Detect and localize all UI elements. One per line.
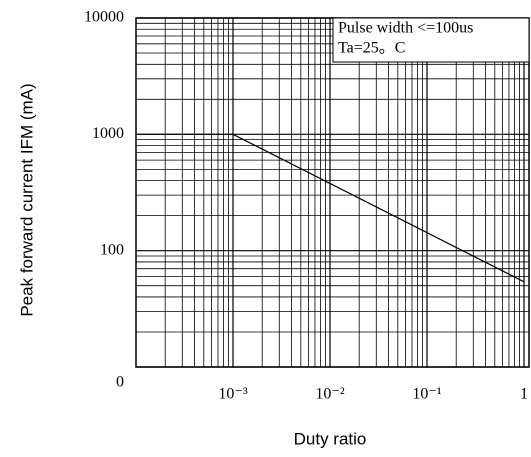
x-tick-label: 10⁻²	[315, 386, 344, 403]
x-tick-label: 10⁻¹	[412, 386, 441, 403]
annotation: Pulse width <=100us	[338, 20, 473, 37]
data-line	[136, 133, 525, 283]
x-tick-label: 1	[520, 386, 528, 403]
x-tick-label: 10⁻³	[218, 386, 247, 403]
x-axis-label: Duty ratio	[294, 429, 367, 448]
annotation: Ta=25。C	[338, 40, 405, 57]
y-tick-label: 100	[100, 241, 124, 258]
y-tick-label: 0	[116, 374, 124, 391]
y-axis-label: Peak forward current IFM (mA)	[17, 83, 36, 316]
annotation-box	[332, 17, 530, 63]
plot-frame	[135, 17, 530, 368]
y-tick-label: 1000	[92, 125, 124, 142]
y-tick-label: 10000	[84, 9, 124, 26]
